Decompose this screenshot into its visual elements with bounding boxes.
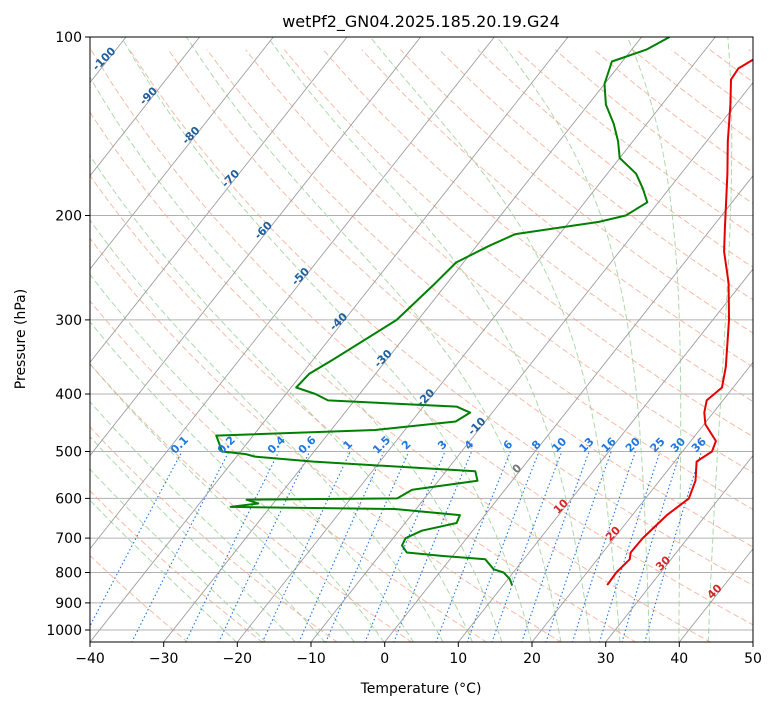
y-tick-label: 200 [55, 209, 82, 225]
moist-adiabat-line [90, 273, 414, 642]
mixing-ratio-line [521, 451, 590, 642]
plot-frame [89, 36, 754, 643]
dry-adiabat-line [90, 490, 264, 642]
moist-adiabat-line [90, 401, 326, 642]
dry-adiabat-line [129, 49, 753, 587]
x-tick-label: 0 [380, 651, 389, 667]
y-tick-label: 500 [55, 445, 82, 461]
moist-adiabat-line [90, 154, 473, 642]
isotherm-line [531, 361, 753, 642]
dry-adiabats [90, 49, 753, 642]
plot-area [90, 37, 753, 642]
mixing-ratio-line [90, 451, 183, 628]
isotherm-line [236, 37, 716, 642]
y-tick-label: 300 [55, 313, 82, 329]
dry-adiabat-line [322, 49, 753, 403]
dry-adiabat-line [90, 174, 637, 642]
y-axis-label: Pressure (hPa) [13, 289, 29, 389]
moist-adiabat-line [369, 37, 621, 642]
isotherms [90, 37, 753, 642]
mixing-ratio-line [325, 451, 410, 642]
dry-adiabat-line [361, 49, 753, 368]
mixing-ratio-line [571, 451, 636, 642]
dry-adiabat-line [90, 237, 562, 642]
x-tick-label: 40 [670, 651, 688, 667]
moist-adiabat-line [626, 37, 682, 642]
temperature-line [606, 58, 753, 586]
moist-adiabat-line [120, 37, 532, 642]
y-tick-label: 700 [55, 531, 82, 547]
x-axis-label: Temperature (°C) [360, 681, 482, 697]
isotherm-line [163, 37, 642, 642]
isotherm-line [605, 454, 753, 642]
x-tick-label: −10 [296, 651, 326, 667]
moist-adiabat-line [90, 363, 355, 642]
mixing-ratio-line [545, 451, 612, 642]
moist-adiabat-line [90, 321, 385, 642]
y-tick-label: 400 [55, 387, 82, 403]
moist-adiabat-line [185, 37, 562, 642]
mixing-ratio-line [364, 451, 446, 642]
dry-adiabat-line [283, 49, 753, 438]
dry-adiabat-line [245, 49, 753, 474]
isotherm-line [90, 37, 348, 364]
x-tick-label: 20 [523, 651, 541, 667]
mixing-ratio-line [599, 451, 661, 642]
moist-adiabat-line [90, 219, 444, 642]
dry-adiabat-line [90, 363, 413, 642]
dewpoint-line [215, 37, 671, 586]
x-tick-label: −20 [223, 651, 253, 667]
mixing-ratio-line [491, 451, 563, 642]
mixing-ratio-line [621, 451, 682, 642]
y-tick-label: 100 [55, 30, 82, 46]
isotherm-line [310, 81, 753, 642]
x-tick-label: −40 [75, 651, 105, 667]
dry-adiabat-line [90, 49, 753, 626]
mixing-ratio-line [184, 451, 280, 642]
isotherm-line [90, 37, 421, 457]
y-tick-label: 600 [55, 491, 82, 507]
x-tick-label: 50 [744, 651, 762, 667]
mixing-ratio-line [466, 451, 540, 642]
mixing-ratio-line [435, 451, 512, 642]
dry-adiabat-line [90, 554, 189, 642]
isotherm-line [90, 37, 200, 177]
dry-adiabat-line [167, 49, 753, 548]
x-tick-label: 10 [449, 651, 467, 667]
isotherm-line [90, 37, 495, 550]
y-tick-label: 800 [55, 566, 82, 582]
x-tick-label: −30 [149, 651, 179, 667]
mixing-ratio-line [298, 451, 385, 642]
y-tick-label: 1000 [46, 623, 82, 639]
axes: −40 −30 −20 −10 0 10 20 30 40 50 100 200 300 400 500 60… [46, 30, 762, 667]
chart-title: wetPf2_GN04.2025.185.20.19.G24 [282, 12, 560, 32]
y-tick-label: 900 [55, 596, 82, 612]
moist-adiabat-line [267, 37, 591, 642]
isotherm-line [90, 37, 569, 642]
moist-adiabat-line [496, 37, 650, 642]
dry-adiabat-line [90, 300, 488, 642]
isotherm-line [90, 37, 274, 270]
isotherm-line [384, 175, 753, 642]
sounding-series [215, 37, 753, 586]
dry-adiabat-line [438, 49, 753, 301]
x-tick-label: 30 [597, 651, 615, 667]
isotherm-line [457, 268, 753, 642]
thermo-lines [90, 37, 753, 642]
